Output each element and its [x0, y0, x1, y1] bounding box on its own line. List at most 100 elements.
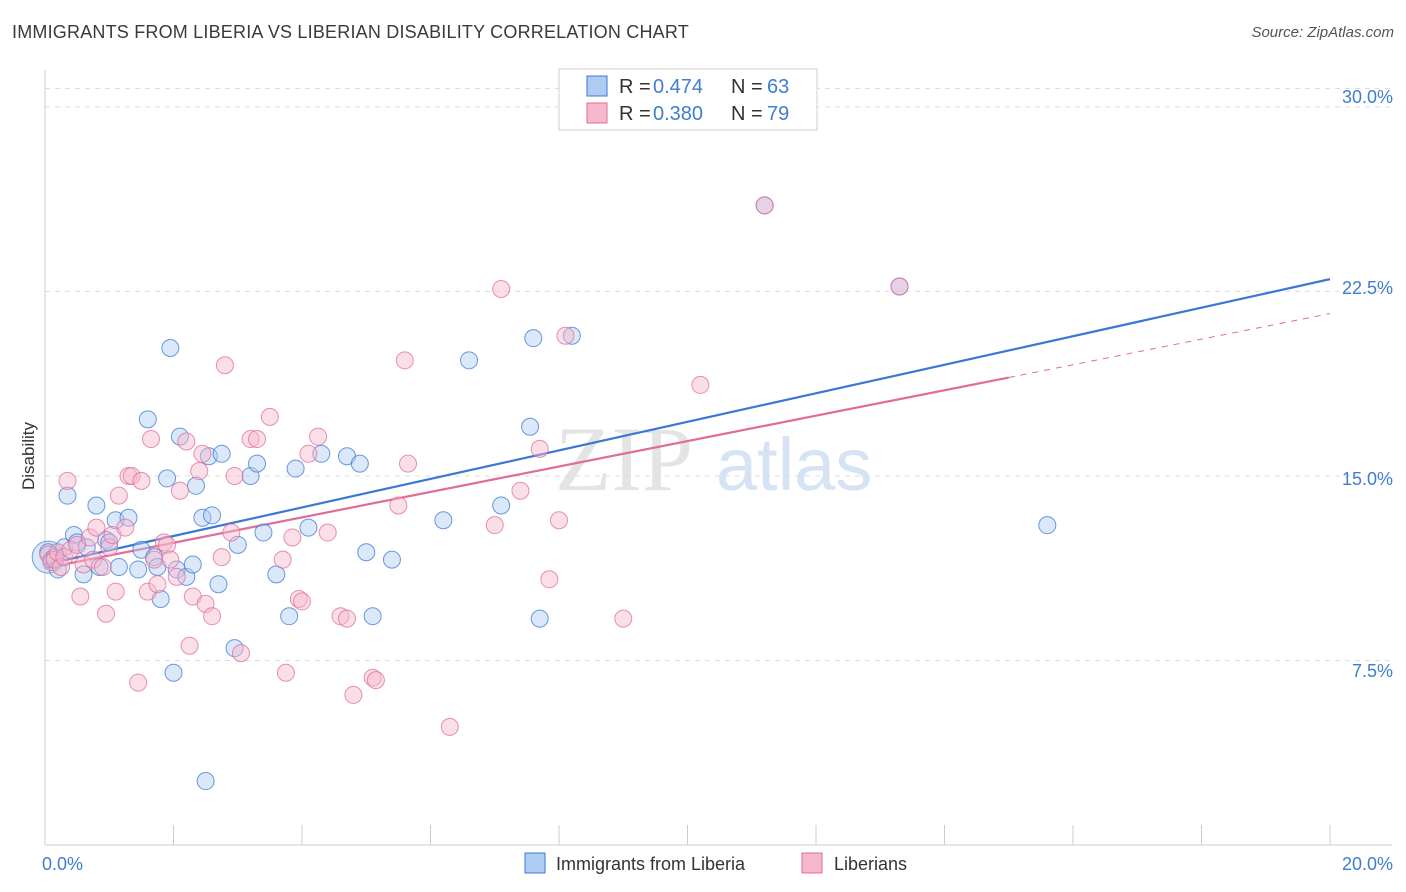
point-liberians: [344, 685, 363, 704]
point-liberians: [283, 528, 302, 547]
legend-r-value-pink: 0.380: [653, 103, 703, 125]
point-liberians: [511, 481, 530, 500]
watermark-zip: ZIP: [555, 408, 693, 510]
point-immigrants-from-liberia: [521, 417, 540, 436]
point-liberians: [440, 717, 459, 736]
point-immigrants-from-liberia: [460, 351, 479, 370]
point-immigrants-from-liberia: [1038, 516, 1057, 535]
point-liberians: [74, 555, 93, 574]
point-liberians: [395, 351, 414, 370]
point-liberians: [58, 471, 77, 490]
trendline-liberians-extension: [1008, 313, 1331, 379]
legend-r-label-blue: R =: [619, 76, 651, 98]
point-liberians: [161, 550, 180, 569]
point-liberians: [154, 533, 173, 552]
point-immigrants-from-liberia: [129, 560, 148, 579]
point-immigrants-from-liberia: [119, 508, 138, 527]
top-legend: R = 0.474 N = 63 R = 0.380 N = 79: [558, 68, 818, 131]
bottom-legend: Immigrants from Liberia Liberians: [524, 852, 907, 874]
point-liberians: [890, 277, 909, 296]
legend-swatch-pink: [586, 102, 608, 124]
point-liberians: [260, 407, 279, 426]
point-immigrants-from-liberia: [183, 555, 202, 574]
point-liberians: [148, 575, 167, 594]
point-liberians: [109, 486, 128, 505]
point-immigrants-from-liberia: [254, 523, 273, 542]
point-liberians: [193, 444, 212, 463]
point-liberians: [215, 356, 234, 375]
point-liberians: [389, 496, 408, 515]
point-liberians: [52, 557, 71, 576]
point-immigrants-from-liberia: [186, 476, 205, 495]
point-liberians: [84, 550, 103, 569]
point-liberians: [318, 523, 337, 542]
legend-r-label-pink: R =: [619, 103, 651, 125]
trendline-immigrants-from-liberia: [44, 278, 1331, 566]
point-liberians: [309, 427, 328, 446]
point-liberians: [80, 528, 99, 547]
point-liberians: [363, 668, 382, 687]
point-liberians: [203, 607, 222, 626]
point-liberians: [299, 444, 318, 463]
point-liberians: [145, 550, 164, 569]
point-immigrants-from-liberia: [138, 410, 157, 429]
point-immigrants-from-liberia: [286, 459, 305, 478]
legend-n-value-pink: 79: [767, 103, 789, 125]
chart-source: Source: ZipAtlas.com: [1251, 24, 1394, 41]
chart-title: IMMIGRANTS FROM LIBERIA VS LIBERIAN DISA…: [12, 22, 689, 42]
point-liberians: [177, 432, 196, 451]
point-immigrants-from-liberia: [203, 506, 222, 525]
point-liberians: [142, 430, 161, 449]
point-liberians: [273, 550, 292, 569]
point-liberians: [399, 454, 418, 473]
watermark-atlas: atlas: [716, 423, 872, 506]
point-liberians: [540, 570, 559, 589]
point-liberians: [170, 481, 189, 500]
legend-n-value-blue: 63: [767, 76, 789, 98]
point-immigrants-from-liberia: [212, 444, 231, 463]
point-liberians: [222, 523, 241, 542]
point-immigrants-from-liberia: [161, 339, 180, 358]
point-liberians: [485, 516, 504, 535]
point-liberians: [293, 592, 311, 611]
point-liberians: [132, 471, 151, 490]
legend-swatch-blue: [586, 75, 608, 97]
y-axis-title: Disability: [19, 421, 38, 490]
point-liberians: [55, 548, 74, 567]
point-liberians: [122, 466, 141, 485]
point-immigrants-from-liberia: [363, 607, 382, 626]
point-immigrants-from-liberia: [492, 496, 511, 515]
point-liberians: [556, 326, 575, 345]
point-immigrants-from-liberia: [530, 609, 549, 628]
point-liberians: [106, 582, 125, 601]
point-immigrants-from-liberia: [280, 607, 299, 626]
point-immigrants-from-liberia: [158, 469, 177, 488]
point-liberians: [225, 466, 244, 485]
point-liberians: [248, 430, 267, 449]
point-liberians: [129, 673, 148, 692]
bottom-legend-swatch-blue: [524, 852, 546, 874]
point-liberians: [366, 671, 385, 690]
point-immigrants-from-liberia: [350, 454, 369, 473]
point-liberians: [492, 279, 511, 298]
point-liberians: [71, 587, 90, 606]
points-layer: [31, 196, 1057, 791]
point-liberians: [614, 609, 633, 628]
point-immigrants-from-liberia: [209, 575, 228, 594]
point-liberians: [87, 518, 106, 537]
point-immigrants-from-liberia: [382, 550, 401, 569]
point-liberians: [97, 604, 116, 623]
y-tick-label-7-5: 7.5%: [1352, 661, 1393, 681]
point-liberians: [289, 589, 308, 608]
point-liberians: [158, 535, 177, 554]
trendline-liberians: [44, 376, 1009, 570]
point-immigrants-from-liberia: [299, 518, 318, 537]
point-immigrants-from-liberia: [434, 511, 453, 530]
point-immigrants-from-liberia: [109, 557, 128, 576]
point-immigrants-from-liberia: [196, 772, 215, 791]
point-liberians: [180, 636, 199, 655]
point-immigrants-from-liberia: [164, 663, 183, 682]
point-liberians: [755, 196, 774, 215]
bottom-legend-swatch-pink: [801, 852, 823, 874]
